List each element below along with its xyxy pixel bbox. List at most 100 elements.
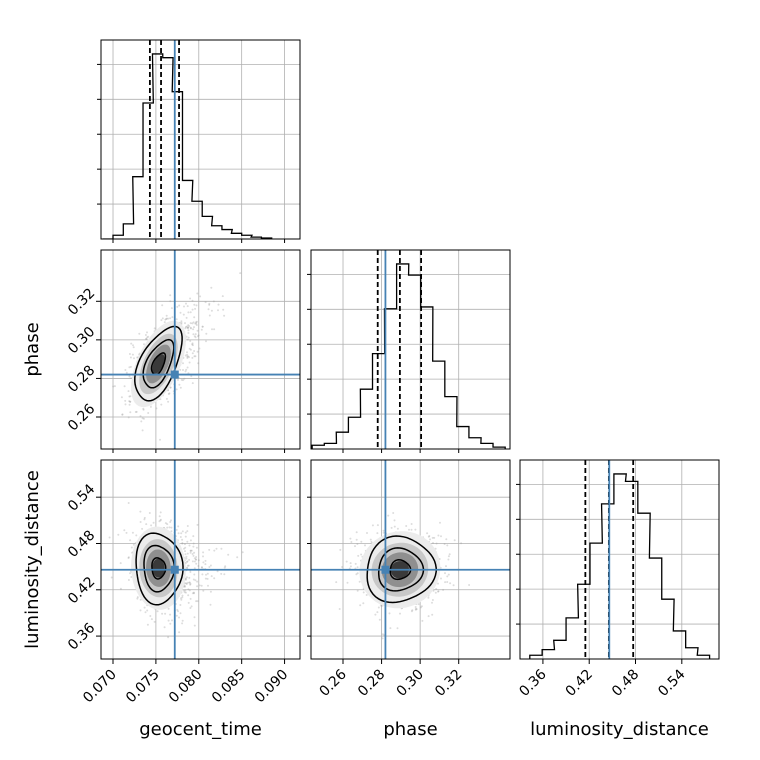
sample-point xyxy=(127,416,130,419)
sample-point xyxy=(428,535,431,537)
x-axis-label: phase xyxy=(383,719,437,740)
sample-point xyxy=(437,590,440,593)
sample-point xyxy=(437,534,440,537)
sample-point xyxy=(446,544,449,547)
sample-point xyxy=(146,331,148,334)
sample-point xyxy=(415,608,418,611)
sample-point xyxy=(128,353,131,355)
sample-point xyxy=(167,393,170,395)
sample-point xyxy=(152,521,155,524)
sample-point xyxy=(135,410,138,413)
sample-point xyxy=(149,615,152,617)
sample-point xyxy=(184,326,187,328)
panel-frame xyxy=(100,459,301,660)
sample-point xyxy=(204,301,207,304)
sample-point xyxy=(191,322,194,325)
sample-point xyxy=(163,626,166,629)
sample-point xyxy=(189,340,192,342)
sample-point xyxy=(139,521,142,523)
sample-point xyxy=(129,395,132,398)
sample-point xyxy=(185,335,188,338)
sample-point xyxy=(132,543,135,546)
sample-point xyxy=(186,305,189,308)
sample-point xyxy=(411,609,414,612)
sample-point xyxy=(193,573,196,576)
sample-point xyxy=(195,322,198,325)
sample-point xyxy=(204,559,207,562)
sample-point xyxy=(191,560,194,563)
sample-point xyxy=(181,542,184,545)
sample-point xyxy=(180,532,183,535)
sample-point xyxy=(184,327,187,330)
sample-point xyxy=(145,338,148,340)
sample-point xyxy=(396,627,399,630)
y-tick-label: 0.54 xyxy=(65,481,98,514)
sample-point xyxy=(175,614,178,617)
sample-point xyxy=(431,536,434,539)
sample-point xyxy=(186,366,189,369)
sample-point xyxy=(206,572,209,575)
sample-point xyxy=(191,299,194,302)
sample-point xyxy=(420,605,423,608)
sample-point xyxy=(188,558,191,561)
sample-point xyxy=(192,578,195,581)
sample-point xyxy=(392,512,395,514)
sample-point xyxy=(177,378,179,381)
sample-point xyxy=(434,591,437,594)
sample-point xyxy=(143,518,146,521)
sample-point xyxy=(426,532,429,535)
contour-line xyxy=(150,352,167,376)
sample-point xyxy=(124,369,127,371)
sample-point xyxy=(453,539,456,542)
sample-point xyxy=(447,555,450,558)
sample-point xyxy=(130,377,133,380)
sample-point xyxy=(196,329,199,332)
sample-point xyxy=(171,316,174,319)
sample-point xyxy=(119,562,122,565)
sample-point xyxy=(210,575,213,578)
sample-point xyxy=(427,535,430,538)
sample-point xyxy=(130,546,133,549)
sample-point xyxy=(153,327,156,330)
sample-point xyxy=(217,309,219,312)
sample-point xyxy=(201,566,203,569)
sample-point xyxy=(417,603,420,606)
sample-point xyxy=(444,581,447,584)
sample-point xyxy=(360,540,363,543)
sample-point xyxy=(180,321,183,324)
sample-point xyxy=(189,549,192,552)
sample-point xyxy=(185,583,188,585)
y-tick-label: 0.32 xyxy=(65,285,98,318)
panel-phase-vs-luminosity_distance xyxy=(310,459,511,660)
sample-point xyxy=(178,304,181,307)
sample-point xyxy=(177,532,180,535)
sample-point xyxy=(180,598,183,601)
sample-point xyxy=(410,610,413,613)
sample-point xyxy=(194,307,197,310)
sample-point xyxy=(165,314,168,317)
sample-point xyxy=(169,300,172,303)
x-tick-label: 0.30 xyxy=(394,667,427,700)
sample-point xyxy=(452,584,455,587)
x-tick-label: 0.070 xyxy=(80,667,120,707)
sample-point xyxy=(194,558,197,561)
sample-point xyxy=(193,335,196,338)
contour-line xyxy=(135,532,184,606)
sample-point xyxy=(119,587,122,590)
sample-point xyxy=(364,544,366,547)
sample-point xyxy=(208,303,211,306)
sample-point xyxy=(341,566,344,568)
x-tick-label: 0.48 xyxy=(609,667,642,700)
sample-point xyxy=(414,608,417,611)
sample-point xyxy=(185,368,188,371)
sample-point xyxy=(132,346,135,349)
sample-point xyxy=(169,317,172,320)
sample-point xyxy=(134,411,137,413)
sample-point xyxy=(355,538,358,541)
sample-point xyxy=(213,549,216,552)
sample-point xyxy=(129,356,132,359)
sample-point xyxy=(130,576,133,578)
sample-point xyxy=(194,322,197,325)
sample-point xyxy=(160,319,163,322)
